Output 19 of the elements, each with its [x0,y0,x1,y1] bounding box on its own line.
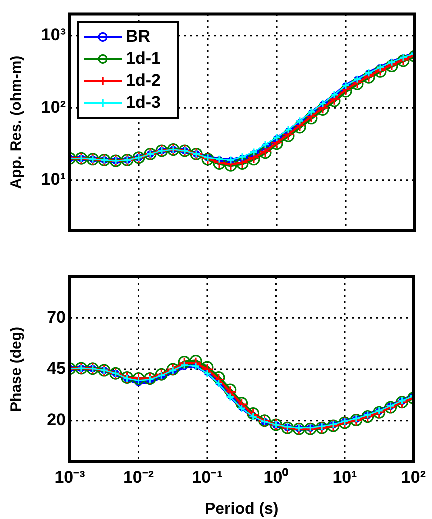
y-tick-label: 10² [41,98,66,117]
x-tick-label: 10⁰ [264,468,289,487]
x-axis-title: Period (s) [204,500,279,518]
x-tick-label: 10¹ [332,468,358,487]
legend-label: 1d-2 [126,70,161,90]
legend-label: BR [126,26,151,46]
y-axis-title: App. Res. (ohm-m) [8,56,26,190]
x-tick-label: 10² [401,468,426,487]
y-tick-label: 45 [47,359,66,378]
x-tick-label: 10⁻² [123,468,154,487]
legend-label: 1d-1 [126,48,161,68]
legend-label: 1d-3 [126,92,161,112]
x-tick-label: 10⁻³ [54,468,86,487]
x-tick-label: 10⁻¹ [192,468,224,487]
y-tick-label: 10³ [41,26,66,45]
y-axis-title: Phase (deg) [8,326,26,412]
y-tick-label: 10¹ [41,170,66,190]
y-tick-label: 70 [47,308,66,327]
y-tick-label: 20 [47,410,66,430]
